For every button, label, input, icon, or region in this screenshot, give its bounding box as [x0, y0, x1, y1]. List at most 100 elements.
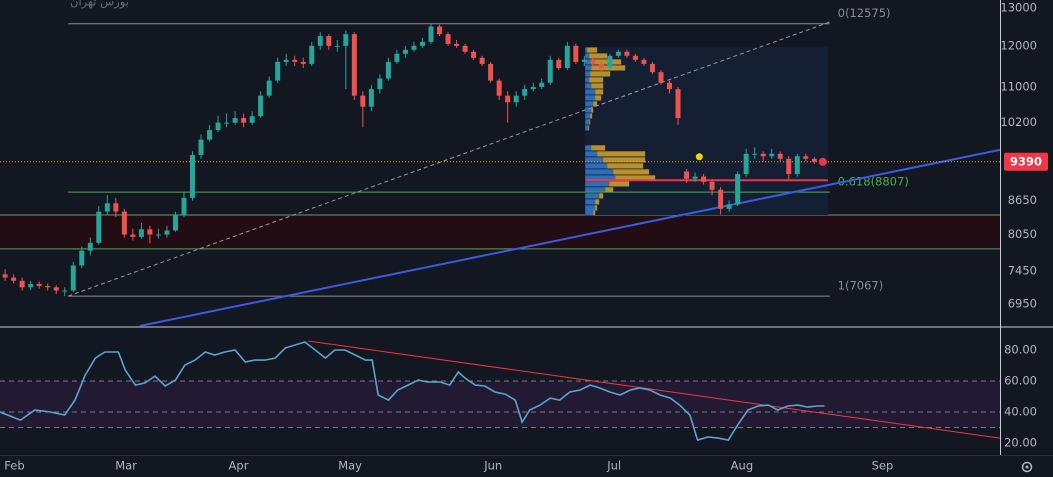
- volume-profile-up: [585, 193, 600, 199]
- candle-body: [505, 95, 511, 103]
- candle-body: [675, 89, 681, 119]
- volume-profile-up: [585, 175, 616, 181]
- candle-body: [658, 72, 664, 83]
- candle-body: [190, 155, 196, 198]
- candle-body: [411, 45, 417, 50]
- candle-body: [130, 234, 136, 237]
- candle-body: [215, 122, 221, 131]
- volume-profile-up: [585, 210, 594, 216]
- trend-line: [139, 148, 1000, 326]
- fib-label: 1(7067): [838, 279, 884, 293]
- candle-body: [394, 53, 400, 62]
- candle-body: [607, 55, 613, 69]
- candle-body: [172, 214, 178, 231]
- candle-body: [334, 45, 340, 47]
- x-tick-label: Mar: [115, 459, 137, 473]
- volume-profile-up: [585, 157, 604, 163]
- candle-body: [351, 34, 357, 96]
- volume-profile-up: [585, 89, 596, 95]
- candle-body: [62, 290, 68, 292]
- candle-body: [138, 229, 144, 237]
- candle-body: [121, 211, 127, 235]
- candle-body: [164, 230, 170, 235]
- volume-profile-box: [585, 47, 828, 215]
- rsi-pane: [0, 340, 1000, 442]
- candle-body: [752, 153, 758, 155]
- candle-body: [777, 153, 783, 159]
- candle-body: [207, 130, 213, 140]
- volume-profile-up: [585, 169, 614, 175]
- candle-body: [684, 171, 690, 179]
- candle-body: [649, 63, 655, 73]
- gear-center[interactable]: [1025, 465, 1029, 469]
- volume-profile-up: [585, 181, 610, 187]
- fib-label: 0.618(8807): [838, 175, 909, 189]
- rsi-line: [0, 341, 825, 442]
- candle-body: [445, 34, 451, 44]
- candle-body: [573, 45, 579, 62]
- settings-icon[interactable]: [1021, 461, 1033, 473]
- chart-title: بورس تهران: [70, 0, 129, 10]
- candle-body: [147, 229, 153, 235]
- candle-body: [428, 26, 434, 42]
- candle-body: [615, 51, 621, 56]
- candle-body: [496, 80, 502, 96]
- candle-body: [462, 45, 468, 52]
- volume-profile-down: [599, 193, 604, 199]
- candle-body: [769, 153, 775, 157]
- candle-body: [641, 59, 647, 64]
- candle-body: [385, 61, 391, 79]
- volume-profile-up: [585, 125, 589, 131]
- candle-body: [402, 49, 408, 54]
- volume-profile-down: [593, 210, 596, 216]
- candle-body: [224, 122, 230, 124]
- candle-body: [530, 86, 536, 90]
- candle-body: [96, 211, 102, 243]
- candle-body: [249, 116, 255, 123]
- candle-body: [326, 36, 332, 46]
- volume-profile-down: [593, 101, 598, 107]
- candle-body: [726, 204, 732, 209]
- candle-body: [735, 174, 741, 205]
- y-tick-label: 6950: [1008, 297, 1037, 311]
- candle-body: [632, 55, 638, 60]
- y-tick-label: 80.00: [1004, 343, 1037, 357]
- volume-profile-up: [585, 77, 590, 83]
- candle-body: [266, 80, 272, 96]
- x-tick-label: Feb: [4, 459, 24, 473]
- candle-body: [70, 265, 76, 291]
- candle-body: [104, 203, 110, 212]
- candle-body: [36, 284, 42, 286]
- volume-profile-down: [591, 59, 622, 65]
- candle-body: [581, 59, 587, 62]
- candle-body: [198, 139, 204, 156]
- candle-body: [488, 63, 494, 81]
- candle-body: [522, 89, 528, 96]
- volume-profile-up: [585, 205, 596, 211]
- candle-body: [471, 51, 477, 58]
- candle-body: [709, 181, 715, 190]
- candle-body: [19, 280, 25, 288]
- volume-profile-down: [589, 77, 604, 83]
- volume-profile-up: [585, 59, 592, 65]
- y-tick-label: 13000: [1000, 1, 1037, 15]
- volume-profile-down: [590, 113, 593, 119]
- volume-profile-down: [595, 205, 598, 211]
- trend-line: [67, 21, 830, 297]
- x-tick-label: Aug: [731, 459, 753, 473]
- volume-profile-down: [591, 107, 594, 113]
- last-candle-dot: [818, 157, 827, 166]
- candle-body: [547, 59, 553, 83]
- y-tick-label: 10200: [1000, 115, 1037, 129]
- volume-profile-up: [585, 65, 592, 71]
- gear[interactable]: [1021, 461, 1033, 473]
- candle-body: [760, 153, 766, 157]
- candle-body: [241, 118, 247, 123]
- candle-body: [667, 82, 673, 90]
- volume-profile-up: [585, 151, 598, 157]
- x-tick-label: Apr: [229, 459, 249, 473]
- volume-profile-down: [595, 89, 604, 95]
- x-tick-label: Jul: [606, 459, 621, 473]
